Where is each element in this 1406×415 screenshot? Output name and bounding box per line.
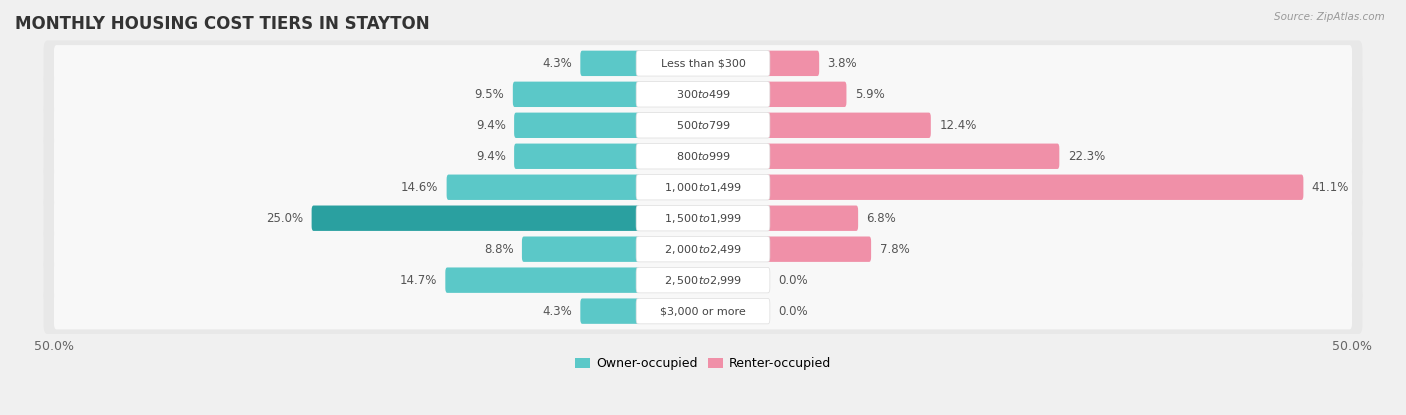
FancyBboxPatch shape (522, 237, 640, 262)
Text: $800 to $999: $800 to $999 (675, 150, 731, 162)
FancyBboxPatch shape (766, 205, 858, 231)
Text: $2,000 to $2,499: $2,000 to $2,499 (664, 243, 742, 256)
Text: $500 to $799: $500 to $799 (675, 119, 731, 131)
Text: 3.8%: 3.8% (828, 57, 858, 70)
FancyBboxPatch shape (581, 298, 640, 324)
FancyBboxPatch shape (636, 205, 770, 231)
Legend: Owner-occupied, Renter-occupied: Owner-occupied, Renter-occupied (569, 352, 837, 375)
FancyBboxPatch shape (44, 226, 1362, 272)
Text: 5.9%: 5.9% (855, 88, 884, 101)
FancyBboxPatch shape (636, 82, 770, 107)
FancyBboxPatch shape (581, 51, 640, 76)
FancyBboxPatch shape (447, 175, 640, 200)
FancyBboxPatch shape (636, 267, 770, 293)
FancyBboxPatch shape (53, 169, 1353, 205)
Text: Less than $300: Less than $300 (661, 59, 745, 68)
Text: 14.6%: 14.6% (401, 181, 439, 194)
Text: $2,500 to $2,999: $2,500 to $2,999 (664, 273, 742, 287)
FancyBboxPatch shape (636, 112, 770, 138)
FancyBboxPatch shape (515, 144, 640, 169)
Text: 9.4%: 9.4% (475, 150, 506, 163)
FancyBboxPatch shape (513, 82, 640, 107)
FancyBboxPatch shape (44, 40, 1362, 86)
Text: 41.1%: 41.1% (1312, 181, 1350, 194)
Text: MONTHLY HOUSING COST TIERS IN STAYTON: MONTHLY HOUSING COST TIERS IN STAYTON (15, 15, 430, 33)
FancyBboxPatch shape (53, 45, 1353, 82)
Text: 4.3%: 4.3% (543, 57, 572, 70)
FancyBboxPatch shape (53, 107, 1353, 144)
FancyBboxPatch shape (766, 144, 1059, 169)
FancyBboxPatch shape (515, 112, 640, 138)
FancyBboxPatch shape (636, 51, 770, 76)
FancyBboxPatch shape (53, 138, 1353, 175)
FancyBboxPatch shape (766, 237, 872, 262)
FancyBboxPatch shape (766, 175, 1303, 200)
FancyBboxPatch shape (44, 257, 1362, 303)
Text: $1,500 to $1,999: $1,500 to $1,999 (664, 212, 742, 225)
Text: $1,000 to $1,499: $1,000 to $1,499 (664, 181, 742, 194)
Text: $300 to $499: $300 to $499 (675, 88, 731, 100)
Text: 0.0%: 0.0% (779, 305, 808, 317)
FancyBboxPatch shape (53, 293, 1353, 330)
FancyBboxPatch shape (766, 51, 820, 76)
Text: 6.8%: 6.8% (866, 212, 896, 225)
FancyBboxPatch shape (636, 144, 770, 169)
FancyBboxPatch shape (766, 112, 931, 138)
Text: 14.7%: 14.7% (399, 273, 437, 287)
Text: 9.5%: 9.5% (475, 88, 505, 101)
FancyBboxPatch shape (53, 231, 1353, 267)
FancyBboxPatch shape (44, 103, 1362, 148)
Text: 25.0%: 25.0% (266, 212, 304, 225)
Text: $3,000 or more: $3,000 or more (661, 306, 745, 316)
FancyBboxPatch shape (44, 71, 1362, 117)
FancyBboxPatch shape (766, 82, 846, 107)
Text: 12.4%: 12.4% (939, 119, 977, 132)
FancyBboxPatch shape (53, 76, 1353, 112)
Text: 22.3%: 22.3% (1067, 150, 1105, 163)
Text: Source: ZipAtlas.com: Source: ZipAtlas.com (1274, 12, 1385, 22)
FancyBboxPatch shape (44, 288, 1362, 334)
FancyBboxPatch shape (636, 298, 770, 324)
Text: 7.8%: 7.8% (880, 243, 910, 256)
Text: 0.0%: 0.0% (779, 273, 808, 287)
FancyBboxPatch shape (636, 175, 770, 200)
FancyBboxPatch shape (44, 164, 1362, 210)
FancyBboxPatch shape (446, 267, 640, 293)
FancyBboxPatch shape (44, 133, 1362, 179)
Text: 4.3%: 4.3% (543, 305, 572, 317)
Text: 8.8%: 8.8% (484, 243, 513, 256)
FancyBboxPatch shape (312, 205, 640, 231)
FancyBboxPatch shape (636, 237, 770, 262)
FancyBboxPatch shape (53, 262, 1353, 298)
FancyBboxPatch shape (53, 200, 1353, 237)
FancyBboxPatch shape (44, 195, 1362, 241)
Text: 9.4%: 9.4% (475, 119, 506, 132)
